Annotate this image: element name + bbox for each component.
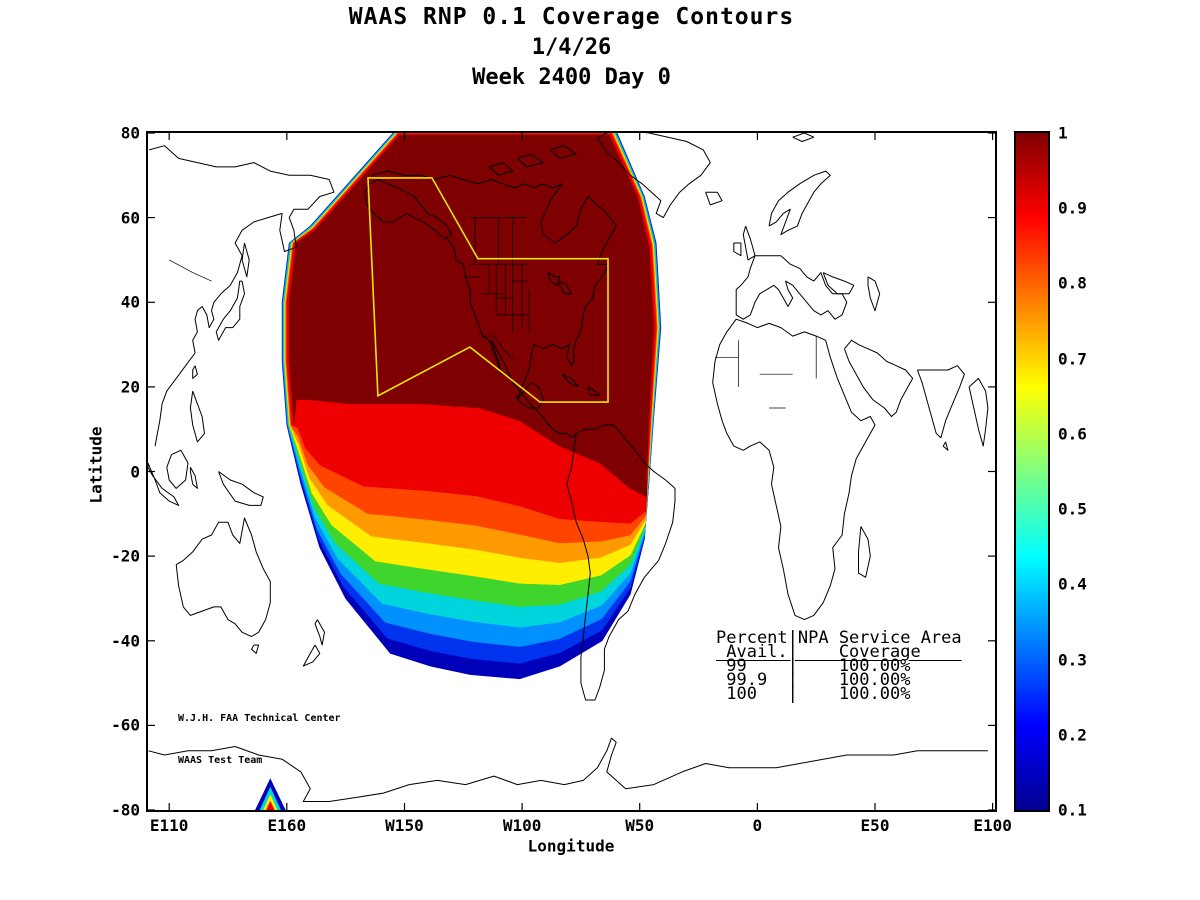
chart-date: 1/4/26 bbox=[531, 35, 612, 60]
npa-service-area-outline bbox=[367, 177, 609, 403]
coastlines-path bbox=[488, 162, 514, 176]
coastlines-path bbox=[514, 183, 617, 409]
coastlines-path bbox=[942, 441, 949, 451]
coastlines-path bbox=[587, 386, 601, 396]
credit-text: W.J.H. FAA Technical Center WAAS Test Te… bbox=[178, 684, 341, 796]
contour-level-0.95 bbox=[288, 134, 655, 498]
y-tick-label--20: -20 bbox=[111, 546, 140, 566]
colorbar-tick-label-0.5: 0.5 bbox=[1058, 499, 1087, 519]
coastlines-path bbox=[302, 644, 321, 667]
y-tick-label-60: 60 bbox=[120, 208, 140, 228]
x-tick-label-W50: W50 bbox=[625, 816, 655, 835]
y-tick-label-40: 40 bbox=[120, 292, 140, 312]
coastlines-path bbox=[547, 272, 561, 286]
coastlines-path bbox=[148, 737, 988, 802]
colorbar-tick-label-1: 1 bbox=[1058, 123, 1068, 143]
x-tick-label-E50: E50 bbox=[860, 816, 890, 835]
colorbar-tick-label-0.6: 0.6 bbox=[1058, 424, 1087, 444]
south-feature-ring-3 bbox=[266, 800, 275, 810]
coastlines-path bbox=[218, 471, 264, 506]
coastlines-path bbox=[561, 373, 580, 388]
credit-line-1: W.J.H. FAA Technical Center bbox=[178, 713, 341, 724]
x-tick-label-0: 0 bbox=[752, 816, 763, 835]
credit-line-2: WAAS Test Team bbox=[178, 755, 263, 766]
country-state-borders-path bbox=[169, 259, 212, 282]
y-tick-label-20: 20 bbox=[120, 377, 140, 397]
coastlines-path bbox=[192, 365, 198, 379]
coastlines-path bbox=[733, 242, 742, 257]
availability-table-line-1: Avail.| Coverage bbox=[716, 642, 962, 662]
coastlines-path bbox=[735, 255, 848, 320]
map-canvas bbox=[148, 133, 995, 810]
colorbar-tick-label-0.3: 0.3 bbox=[1058, 650, 1087, 670]
colorbar-tick-label-0.2: 0.2 bbox=[1058, 725, 1087, 745]
availability-table-line-2: 99 | 100.00% bbox=[716, 656, 911, 676]
y-tick-label--80: -80 bbox=[111, 800, 140, 820]
coastlines-path bbox=[175, 517, 271, 637]
coastlines-path bbox=[549, 145, 577, 159]
coastlines-path bbox=[189, 467, 198, 489]
availability-table-line-3: 99.9 | 100.00% bbox=[716, 670, 911, 690]
colorbar-tick-label-0.7: 0.7 bbox=[1058, 349, 1087, 369]
coastlines bbox=[148, 133, 989, 802]
coastlines-path bbox=[712, 318, 876, 621]
coastlines-path bbox=[166, 449, 189, 489]
y-tick-label--40: -40 bbox=[111, 631, 140, 651]
title-block: WAAS RNP 0.1 Coverage Contours 1/4/26 We… bbox=[148, 4, 995, 90]
x-tick-label-E110: E110 bbox=[149, 816, 189, 835]
coastlines-path bbox=[371, 170, 563, 189]
coastlines-path bbox=[792, 133, 815, 142]
x-tick-label-W100: W100 bbox=[502, 816, 542, 835]
chart-title: WAAS RNP 0.1 Coverage Contours bbox=[348, 4, 795, 30]
x-tick-label-E100: E100 bbox=[973, 816, 1012, 835]
y-tick-label-0: 0 bbox=[130, 462, 140, 481]
coastlines-path bbox=[189, 390, 205, 443]
availability-table: Percent|NPA Service Area Avail.| Coverag… bbox=[716, 628, 962, 704]
coastlines-path bbox=[314, 619, 325, 646]
coastlines-path bbox=[822, 272, 855, 295]
coastlines-path bbox=[566, 424, 676, 701]
y-tick-label--60: -60 bbox=[111, 715, 140, 735]
availability-table-line-4: 100 | 100.00% bbox=[716, 684, 911, 704]
x-tick-label-W150: W150 bbox=[385, 816, 424, 835]
coastlines-path bbox=[215, 280, 245, 341]
plot-area: W.J.H. FAA Technical Center WAAS Test Te… bbox=[146, 131, 997, 812]
coastlines-path bbox=[517, 153, 544, 168]
coastlines-path bbox=[241, 242, 250, 278]
colorbar-gradient bbox=[1016, 133, 1048, 810]
x-tick-label-E160: E160 bbox=[267, 816, 307, 835]
coastlines-path bbox=[251, 644, 260, 654]
coastlines-path bbox=[596, 133, 711, 219]
coastlines-path bbox=[916, 365, 965, 439]
coastlines-path bbox=[867, 276, 881, 312]
y-tick-label-80: 80 bbox=[120, 123, 140, 143]
colorbar-tick-label-0.1: 0.1 bbox=[1058, 800, 1087, 820]
coastlines-path bbox=[446, 238, 577, 439]
coastlines-path bbox=[858, 526, 871, 578]
chart-week-day: Week 2400 Day 0 bbox=[472, 65, 671, 90]
country-state-borders bbox=[169, 217, 817, 409]
coastlines-path bbox=[742, 225, 756, 261]
coastlines-path bbox=[705, 191, 723, 206]
x-axis-label: Longitude bbox=[527, 836, 615, 856]
colorbar-tick-label-0.9: 0.9 bbox=[1058, 198, 1087, 218]
colorbar bbox=[1014, 131, 1050, 812]
coverage-contours bbox=[281, 133, 662, 680]
coastlines-path bbox=[149, 145, 335, 447]
country-state-borders-path bbox=[482, 335, 516, 362]
axis-tick-marks bbox=[148, 133, 995, 810]
coastlines-path bbox=[968, 377, 989, 447]
coastlines-path bbox=[364, 179, 452, 240]
coastlines-path bbox=[148, 462, 180, 506]
colorbar-tick-label-0.4: 0.4 bbox=[1058, 574, 1087, 594]
south-pole-contour-feature bbox=[255, 778, 286, 810]
availability-table-line-0: Percent|NPA Service Area bbox=[716, 628, 962, 648]
coastlines-path bbox=[843, 339, 914, 417]
coastlines-path bbox=[768, 170, 831, 236]
colorbar-tick-label-0.8: 0.8 bbox=[1058, 273, 1087, 293]
coastlines-path bbox=[559, 280, 572, 295]
